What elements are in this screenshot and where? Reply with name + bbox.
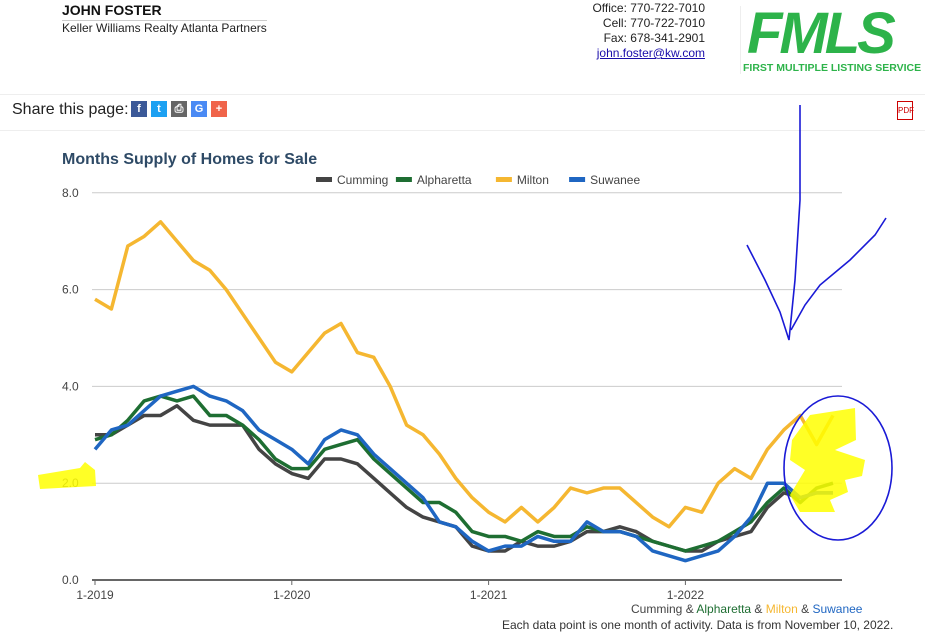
footnote: Each data point is one month of activity…	[502, 618, 894, 632]
series-line-alpharetta	[94, 394, 834, 553]
series-line-milton	[94, 220, 835, 529]
highlight-mark	[790, 408, 865, 512]
share-label: Share this page:	[12, 101, 129, 118]
agent-name: JOHN FOSTER	[62, 2, 162, 18]
email-link[interactable]: john.foster@kw.com	[596, 46, 705, 60]
logo-subtitle: FIRST MULTIPLE LISTING SERVICE	[743, 62, 922, 74]
legend-swatch-milton	[495, 177, 512, 182]
footer-legend-milton: Milton	[765, 602, 798, 616]
y-tick-label: 8.0	[62, 186, 79, 200]
separator: &	[751, 602, 766, 616]
x-tick-label: 1-2022	[667, 588, 705, 602]
y-tick-label: 0.0	[62, 573, 79, 587]
separator: &	[797, 602, 813, 616]
legend-swatch-suwanee	[569, 177, 586, 182]
footer-legend: Cumming & Alpharetta & Milton & Suwanee	[631, 602, 862, 616]
y-tick-label: 4.0	[62, 379, 79, 393]
legend-swatch-cumming	[316, 177, 332, 182]
share-bar: Share this page: f t ⎙ G + PDF	[0, 94, 925, 131]
highlight-mark	[38, 462, 96, 489]
arrow-annotation	[746, 105, 887, 341]
cell-phone: Cell: 770-722-7010	[602, 16, 705, 30]
series-line-suwanee	[93, 384, 833, 563]
y-tick-label: 6.0	[62, 283, 79, 297]
legend-label-milton: Milton	[517, 173, 549, 187]
x-tick-label: 1-2019	[76, 588, 114, 602]
facebook-icon[interactable]: f	[131, 101, 147, 117]
twitter-icon[interactable]: t	[151, 101, 167, 117]
series-line-cumming	[95, 404, 833, 553]
legend-swatch-alpharetta	[395, 177, 412, 182]
footer-legend-suwanee: Suwanee	[812, 602, 863, 616]
pdf-icon[interactable]: PDF	[897, 101, 914, 120]
fmls-logo: FMLS FIRST MULTIPLE LISTING SERVICE	[740, 1, 929, 74]
legend-label-suwanee: Suwanee	[590, 173, 640, 187]
print-icon[interactable]: ⎙	[171, 101, 187, 117]
footer-legend-alpharetta: Alpharetta	[696, 602, 752, 616]
legend-label-alpharetta: Alpharetta	[417, 173, 472, 187]
chart-title: Months Supply of Homes for Sale	[62, 151, 318, 168]
separator: &	[682, 602, 697, 616]
fax-number: Fax: 678-341-2901	[603, 31, 705, 45]
logo-text: FMLS	[747, 1, 896, 66]
contact-info: Office: 770-722-7010 Cell: 770-722-7010 …	[592, 1, 705, 61]
google-icon[interactable]: G	[191, 101, 207, 117]
legend-label-cumming: Cumming	[337, 173, 388, 187]
agent-company: Keller Williams Realty Atlanta Partners	[62, 20, 267, 35]
office-phone: Office: 770-722-7010	[592, 1, 705, 15]
x-tick-label: 1-2021	[470, 588, 508, 602]
circle-annotation	[783, 395, 893, 541]
plus-icon[interactable]: +	[211, 101, 227, 117]
footer-legend-cumming: Cumming	[631, 602, 683, 616]
x-tick-label: 1-2020	[273, 588, 311, 602]
